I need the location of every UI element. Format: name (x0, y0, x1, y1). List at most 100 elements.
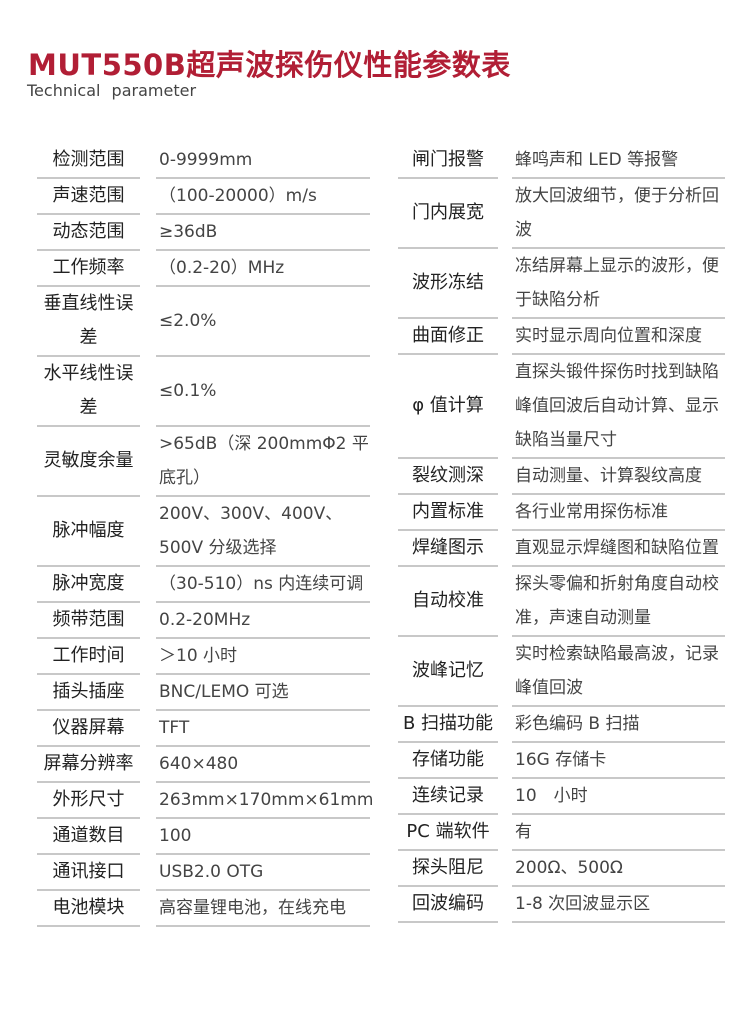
spec-row: 插头插座 BNC/LEMO 可选 (37, 675, 370, 711)
spec-value-cell: 1-8 次回波显示区 (512, 887, 725, 923)
spec-row: 通道数目 100 (37, 819, 370, 855)
spec-value: ≤2.0% (159, 311, 217, 331)
spec-value-cell: 有 (512, 815, 725, 851)
spec-row: 工作频率 （0.2-20）MHz (37, 251, 370, 287)
spec-value-cell: 高容量锂电池，在线充电 (156, 891, 370, 927)
spec-label: 裂纹测深 (412, 465, 484, 486)
spec-value-cell: 彩色编码 B 扫描 (512, 707, 725, 743)
page-subtitle: Technical parameter (27, 81, 197, 100)
spec-label: 闸门报警 (412, 149, 484, 170)
spec-label: 焊缝图示 (412, 537, 484, 558)
spec-value: ≥36dB (159, 222, 218, 242)
spec-value-cell: ≤2.0% (156, 287, 370, 357)
spec-value: 16G 存储卡 (515, 750, 607, 770)
spec-value-cell: ≤0.1% (156, 357, 370, 427)
spec-row: 门内展宽 放大回波细节，便于分析回波 (398, 179, 725, 249)
spec-label: 灵敏度余量 (43, 450, 134, 471)
spec-value: 1-8 次回波显示区 (515, 894, 651, 914)
spec-label: 门内展宽 (412, 202, 484, 223)
spec-label: 波峰记忆 (412, 660, 484, 681)
spec-value-cell: TFT (156, 711, 370, 747)
spec-value: USB2.0 OTG (159, 862, 264, 882)
spec-value-cell: 263mm×170mm×61mm (156, 783, 374, 819)
spec-value: （0.2-20）MHz (159, 258, 285, 278)
spec-label: 频带范围 (52, 609, 125, 630)
spec-value-cell: 100 (156, 819, 370, 855)
spec-value: 直探头锻件探伤时找到缺陷峰值回波后自动计算、显示缺陷当量尺寸 (515, 362, 719, 450)
spec-label-cell: 存储功能 (398, 743, 498, 779)
spec-row: 波形冻结 冻结屏幕上显示的波形，便于缺陷分析 (398, 249, 725, 319)
spec-value-cell: 蜂鸣声和 LED 等报警 (512, 143, 725, 179)
spec-label: 外形尺寸 (52, 789, 125, 810)
spec-value-cell: 放大回波细节，便于分析回波 (512, 179, 725, 249)
spec-value-cell: 冻结屏幕上显示的波形，便于缺陷分析 (512, 249, 725, 319)
spec-label: B 扫描功能 (402, 713, 494, 734)
spec-row: 裂纹测深 自动测量、计算裂纹高度 (398, 459, 725, 495)
spec-label-cell: 电池模块 (37, 891, 140, 927)
spec-label: 声速范围 (52, 185, 125, 206)
spec-label: 检测范围 (52, 149, 125, 170)
spec-label-cell: 外形尺寸 (37, 783, 140, 819)
spec-value-cell: 16G 存储卡 (512, 743, 725, 779)
spec-label-cell: 频带范围 (37, 603, 140, 639)
spec-label-cell: 工作频率 (37, 251, 140, 287)
spec-label-cell: 脉冲宽度 (37, 567, 140, 603)
spec-value: ＞10 小时 (159, 646, 238, 666)
spec-label-cell: 裂纹测深 (398, 459, 498, 495)
spec-label: 脉冲宽度 (52, 573, 125, 594)
spec-label-cell: 通讯接口 (37, 855, 140, 891)
spec-label-cell: 曲面修正 (398, 319, 498, 355)
spec-value: 彩色编码 B 扫描 (515, 714, 640, 734)
spec-value: 200Ω、500Ω (515, 858, 623, 878)
spec-row: B 扫描功能 彩色编码 B 扫描 (398, 707, 725, 743)
spec-label: 回波编码 (412, 893, 484, 914)
spec-label-cell: 自动校准 (398, 567, 498, 637)
spec-label-cell: 通道数目 (37, 819, 140, 855)
spec-label-cell: 水平线性误差 (37, 357, 140, 427)
right-spec-table: 闸门报警 蜂鸣声和 LED 等报警门内展宽 放大回波细节，便于分析回波波形冻结 冻结屏… (398, 143, 725, 923)
spec-row: 闸门报警 蜂鸣声和 LED 等报警 (398, 143, 725, 179)
spec-label-cell: 声速范围 (37, 179, 140, 215)
spec-label-cell: 闸门报警 (398, 143, 498, 179)
spec-value: 有 (515, 822, 532, 842)
spec-value: 263mm×170mm×61mm (159, 790, 374, 810)
spec-row: 垂直线性误差 ≤2.0% (37, 287, 370, 357)
spec-label: 电池模块 (52, 897, 125, 918)
spec-label: 脉冲幅度 (52, 520, 125, 541)
spec-label-cell: 探头阻尼 (398, 851, 498, 887)
spec-row: 存储功能 16G 存储卡 (398, 743, 725, 779)
spec-label-cell: 仪器屏幕 (37, 711, 140, 747)
spec-row: 自动校准 探头零偏和折射角度自动校准，声速自动测量 (398, 567, 725, 637)
spec-value-cell: 640×480 (156, 747, 370, 783)
spec-label: 波形冻结 (412, 272, 484, 293)
spec-value: 各行业常用探伤标准 (515, 502, 668, 522)
spec-value: 0.2-20MHz (159, 610, 251, 630)
spec-label: PC 端软件 (406, 821, 490, 842)
spec-label-cell: 回波编码 (398, 887, 498, 923)
spec-row: 脉冲宽度 （30-510）ns 内连续可调 (37, 567, 370, 603)
left-spec-table: 检测范围 0-9999mm 声速范围 （100-20000）m/s 动态范围 ≥36dB 工… (37, 143, 374, 927)
spec-row: 探头阻尼 200Ω、500Ω (398, 851, 725, 887)
spec-label-cell: 门内展宽 (398, 179, 498, 249)
spec-row: 频带范围 0.2-20MHz (37, 603, 370, 639)
spec-label: 连续记录 (412, 785, 484, 806)
spec-row: 动态范围 ≥36dB (37, 215, 370, 251)
spec-value-cell: 实时检索缺陷最高波，记录峰值回波 (512, 637, 725, 707)
spec-value: 自动测量、计算裂纹高度 (515, 466, 702, 486)
spec-label: 工作时间 (52, 645, 125, 666)
spec-label: φ 值计算 (412, 395, 484, 416)
spec-row: 工作时间 ＞10 小时 (37, 639, 370, 675)
spec-value-cell: 200V、300V、400V、500V 分级选择 (156, 497, 370, 567)
spec-label: 探头阻尼 (412, 857, 484, 878)
spec-value-cell: ＞10 小时 (156, 639, 370, 675)
spec-value-cell: 各行业常用探伤标准 (512, 495, 725, 531)
spec-row: 通讯接口 USB2.0 OTG (37, 855, 370, 891)
spec-row: 连续记录 10 小时 (398, 779, 725, 815)
spec-label: 动态范围 (52, 221, 125, 242)
spec-label-cell: 连续记录 (398, 779, 498, 815)
spec-label-cell: 插头插座 (37, 675, 140, 711)
spec-row: 水平线性误差 ≤0.1% (37, 357, 370, 427)
spec-label-cell: PC 端软件 (398, 815, 498, 851)
spec-row: 外形尺寸 263mm×170mm×61mm (37, 783, 374, 819)
spec-row: φ 值计算 直探头锻件探伤时找到缺陷峰值回波后自动计算、显示缺陷当量尺寸 (398, 355, 725, 459)
